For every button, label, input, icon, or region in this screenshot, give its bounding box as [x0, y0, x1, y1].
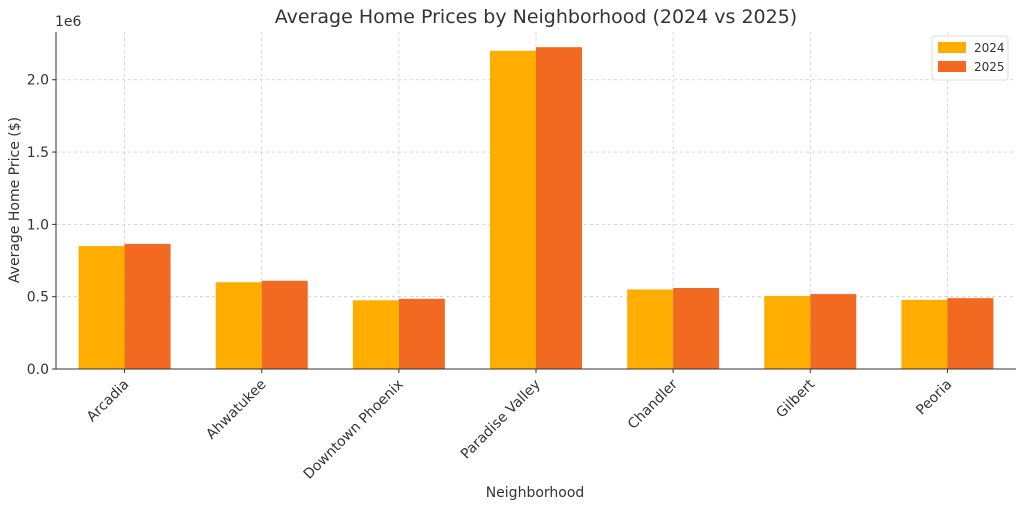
bar-2024-peoria — [901, 299, 948, 369]
y-tick-label: 0.5 — [27, 290, 49, 306]
bar-2024-gilbert — [764, 295, 811, 369]
y-axis-scale-label: 1e6 — [55, 14, 82, 30]
bar-2025-ahwatukee — [261, 280, 308, 369]
x-tick-label: Arcadia — [84, 377, 133, 426]
bar-2025-paradise-valley — [536, 47, 582, 369]
bar-2024-arcadia — [78, 246, 125, 369]
legend-label-2024: 2024 — [974, 41, 1005, 55]
chart-title: Average Home Prices by Neighborhood (202… — [275, 6, 797, 28]
legend: 2024 2025 — [931, 35, 1009, 81]
bar-2025-chandler — [673, 288, 720, 369]
bar-2024-ahwatukee — [215, 282, 262, 369]
x-axis-label: Neighborhood — [486, 485, 585, 501]
x-tick-label: Chandler — [625, 376, 681, 432]
legend-label-2025: 2025 — [974, 60, 1005, 74]
x-tick-label: Downtown Phoenix — [301, 377, 407, 483]
bar-2025-peoria — [947, 298, 994, 369]
bar-2024-chandler — [627, 289, 674, 369]
bars-layer — [78, 47, 994, 369]
legend-swatch-2025 — [938, 61, 966, 72]
bar-2025-downtown-phoenix — [398, 298, 445, 369]
bar-2024-downtown-phoenix — [352, 300, 399, 369]
x-tick-label: Peoria — [913, 377, 955, 419]
x-tick-label: Gilbert — [773, 376, 818, 421]
y-tick-label: 2.0 — [27, 73, 49, 89]
y-tick-label: 1.5 — [27, 145, 49, 161]
x-tick-label: Paradise Valley — [458, 377, 544, 463]
legend-swatch-2024 — [938, 42, 966, 53]
x-tick-label: Ahwatukee — [203, 377, 269, 443]
bar-2025-arcadia — [124, 243, 171, 369]
y-tick-label: 1.0 — [27, 217, 49, 233]
y-axis-label: Average Home Price ($) — [7, 117, 23, 283]
bar-2024-paradise-valley — [490, 50, 536, 369]
y-tick-label: 0.0 — [27, 362, 49, 378]
bar-2025-gilbert — [810, 294, 857, 369]
